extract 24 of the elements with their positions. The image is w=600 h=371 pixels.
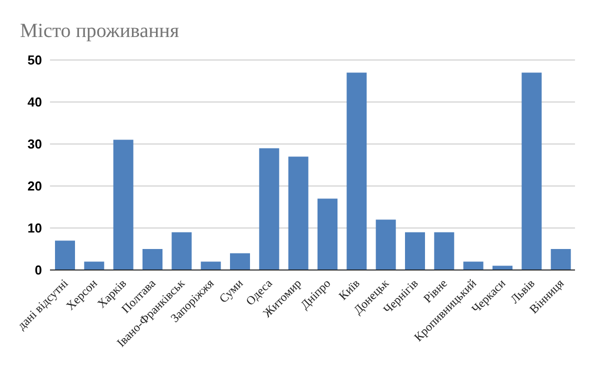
bar (142, 249, 162, 270)
bar (200, 262, 221, 270)
y-tick-label: 10 (28, 220, 42, 236)
y-tick-label: 30 (28, 136, 42, 152)
bar (288, 156, 308, 270)
bar (522, 72, 542, 270)
bar (113, 140, 134, 270)
y-tick-label: 0 (34, 262, 42, 278)
bar (259, 148, 280, 270)
bar (84, 262, 104, 270)
bar (405, 232, 425, 270)
bar (463, 262, 484, 270)
y-tick-label: 50 (28, 52, 42, 68)
y-tick-label: 40 (28, 94, 42, 110)
bar (318, 198, 338, 270)
bar (230, 253, 250, 270)
bar (55, 240, 75, 270)
chart-title: Місто проживання (20, 20, 180, 43)
y-tick-label: 20 (28, 178, 42, 194)
bar (550, 249, 571, 270)
bar (376, 220, 396, 270)
bar (172, 232, 192, 270)
bar (346, 72, 367, 270)
bar (434, 232, 454, 270)
